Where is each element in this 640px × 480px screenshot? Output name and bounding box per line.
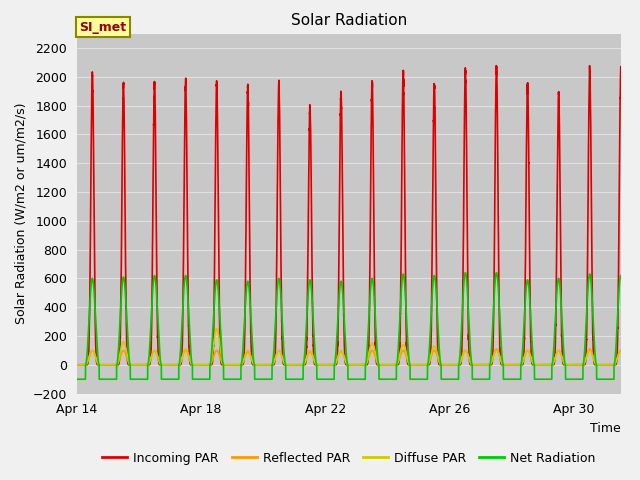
Diffuse PAR [424,362,431,368]
Incoming PAR [632,362,640,368]
Diffuse PAR [213,326,221,332]
Reflected PAR [415,362,423,368]
Y-axis label: Solar Radiation (W/m2 or um/m2/s): Solar Radiation (W/m2 or um/m2/s) [14,103,27,324]
Diffuse PAR [515,362,522,368]
Diffuse PAR [632,362,640,368]
Incoming PAR [73,362,81,368]
Net Radiation [105,376,113,382]
Line: Diffuse PAR: Diffuse PAR [77,329,636,365]
Net Radiation [424,376,431,382]
Incoming PAR [223,362,230,368]
Net Radiation [223,376,230,382]
Net Radiation [493,270,500,276]
Line: Net Radiation: Net Radiation [77,273,636,379]
Line: Incoming PAR: Incoming PAR [77,66,636,365]
Incoming PAR [424,362,431,368]
Net Radiation [415,376,423,382]
Text: SI_met: SI_met [79,21,127,34]
Diffuse PAR [623,362,631,368]
Legend: Incoming PAR, Reflected PAR, Diffuse PAR, Net Radiation: Incoming PAR, Reflected PAR, Diffuse PAR… [97,447,600,469]
Title: Solar Radiation: Solar Radiation [291,13,407,28]
Line: Reflected PAR: Reflected PAR [77,349,636,365]
X-axis label: Time: Time [590,422,621,435]
Reflected PAR [632,362,640,368]
Reflected PAR [105,362,113,368]
Incoming PAR [515,362,522,368]
Net Radiation [73,376,81,382]
Diffuse PAR [415,362,423,368]
Diffuse PAR [73,362,81,368]
Reflected PAR [623,362,631,368]
Incoming PAR [623,362,631,368]
Reflected PAR [586,346,593,352]
Incoming PAR [492,63,500,69]
Reflected PAR [223,362,230,368]
Diffuse PAR [223,362,230,368]
Reflected PAR [73,362,81,368]
Net Radiation [623,360,631,366]
Diffuse PAR [105,362,113,368]
Incoming PAR [105,362,113,368]
Incoming PAR [415,362,423,368]
Reflected PAR [515,362,522,368]
Reflected PAR [424,362,431,368]
Net Radiation [632,376,640,382]
Net Radiation [515,376,522,382]
